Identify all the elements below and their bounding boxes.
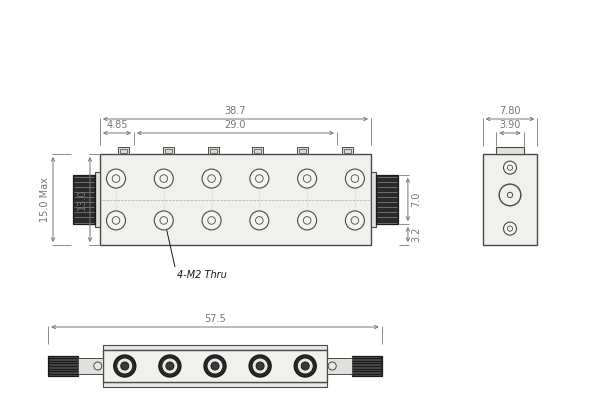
Bar [103,382,327,387]
Circle shape [503,222,517,235]
Bar [327,358,352,374]
Bar [165,149,172,153]
Text: 4.85: 4.85 [106,120,128,130]
Bar [48,356,78,376]
Text: 57.5: 57.5 [204,314,226,324]
Text: 3.90: 3.90 [499,120,521,130]
Circle shape [117,358,133,374]
Text: 15.0 Max: 15.0 Max [40,177,50,222]
Circle shape [202,211,221,230]
Bar [253,147,263,154]
Circle shape [166,362,174,370]
Circle shape [346,169,364,188]
Circle shape [499,184,521,206]
Bar [209,149,217,153]
Bar [342,147,353,154]
Bar [73,175,95,224]
Bar [376,175,398,224]
Circle shape [94,362,102,370]
Bar [118,147,129,154]
Circle shape [121,362,129,370]
Circle shape [301,362,309,370]
Bar [78,358,103,374]
Text: 7.0: 7.0 [411,192,421,207]
Bar [120,149,127,153]
Circle shape [107,211,125,230]
Circle shape [211,362,219,370]
Text: 38.7: 38.7 [225,106,246,116]
Text: 7.80: 7.80 [499,106,521,116]
Circle shape [159,355,181,377]
Bar [344,149,351,153]
Circle shape [249,355,271,377]
Circle shape [297,358,313,374]
Bar [100,154,371,245]
Circle shape [503,161,517,174]
Bar [299,149,306,153]
Bar [103,345,327,350]
Bar [103,350,327,382]
Text: 13.0: 13.0 [77,189,87,210]
Circle shape [162,358,178,374]
Circle shape [256,362,264,370]
Bar [371,172,376,227]
Circle shape [154,211,173,230]
Bar [254,149,262,153]
Bar [297,147,308,154]
Circle shape [107,169,125,188]
Bar [352,356,382,376]
Text: 29.0: 29.0 [224,120,246,130]
Bar [482,154,538,245]
Circle shape [154,169,173,188]
Text: 4-M2 Thru: 4-M2 Thru [177,270,227,280]
Circle shape [298,169,317,188]
Circle shape [294,355,316,377]
Circle shape [346,211,364,230]
Circle shape [328,362,336,370]
Circle shape [298,211,317,230]
Circle shape [204,355,226,377]
Bar [95,172,100,227]
Circle shape [207,358,223,374]
Circle shape [250,169,269,188]
Circle shape [250,211,269,230]
Bar [496,147,524,154]
Circle shape [114,355,136,377]
Circle shape [202,169,221,188]
Bar [163,147,174,154]
Bar [208,147,218,154]
Text: 3.2: 3.2 [411,227,421,242]
Circle shape [252,358,268,374]
